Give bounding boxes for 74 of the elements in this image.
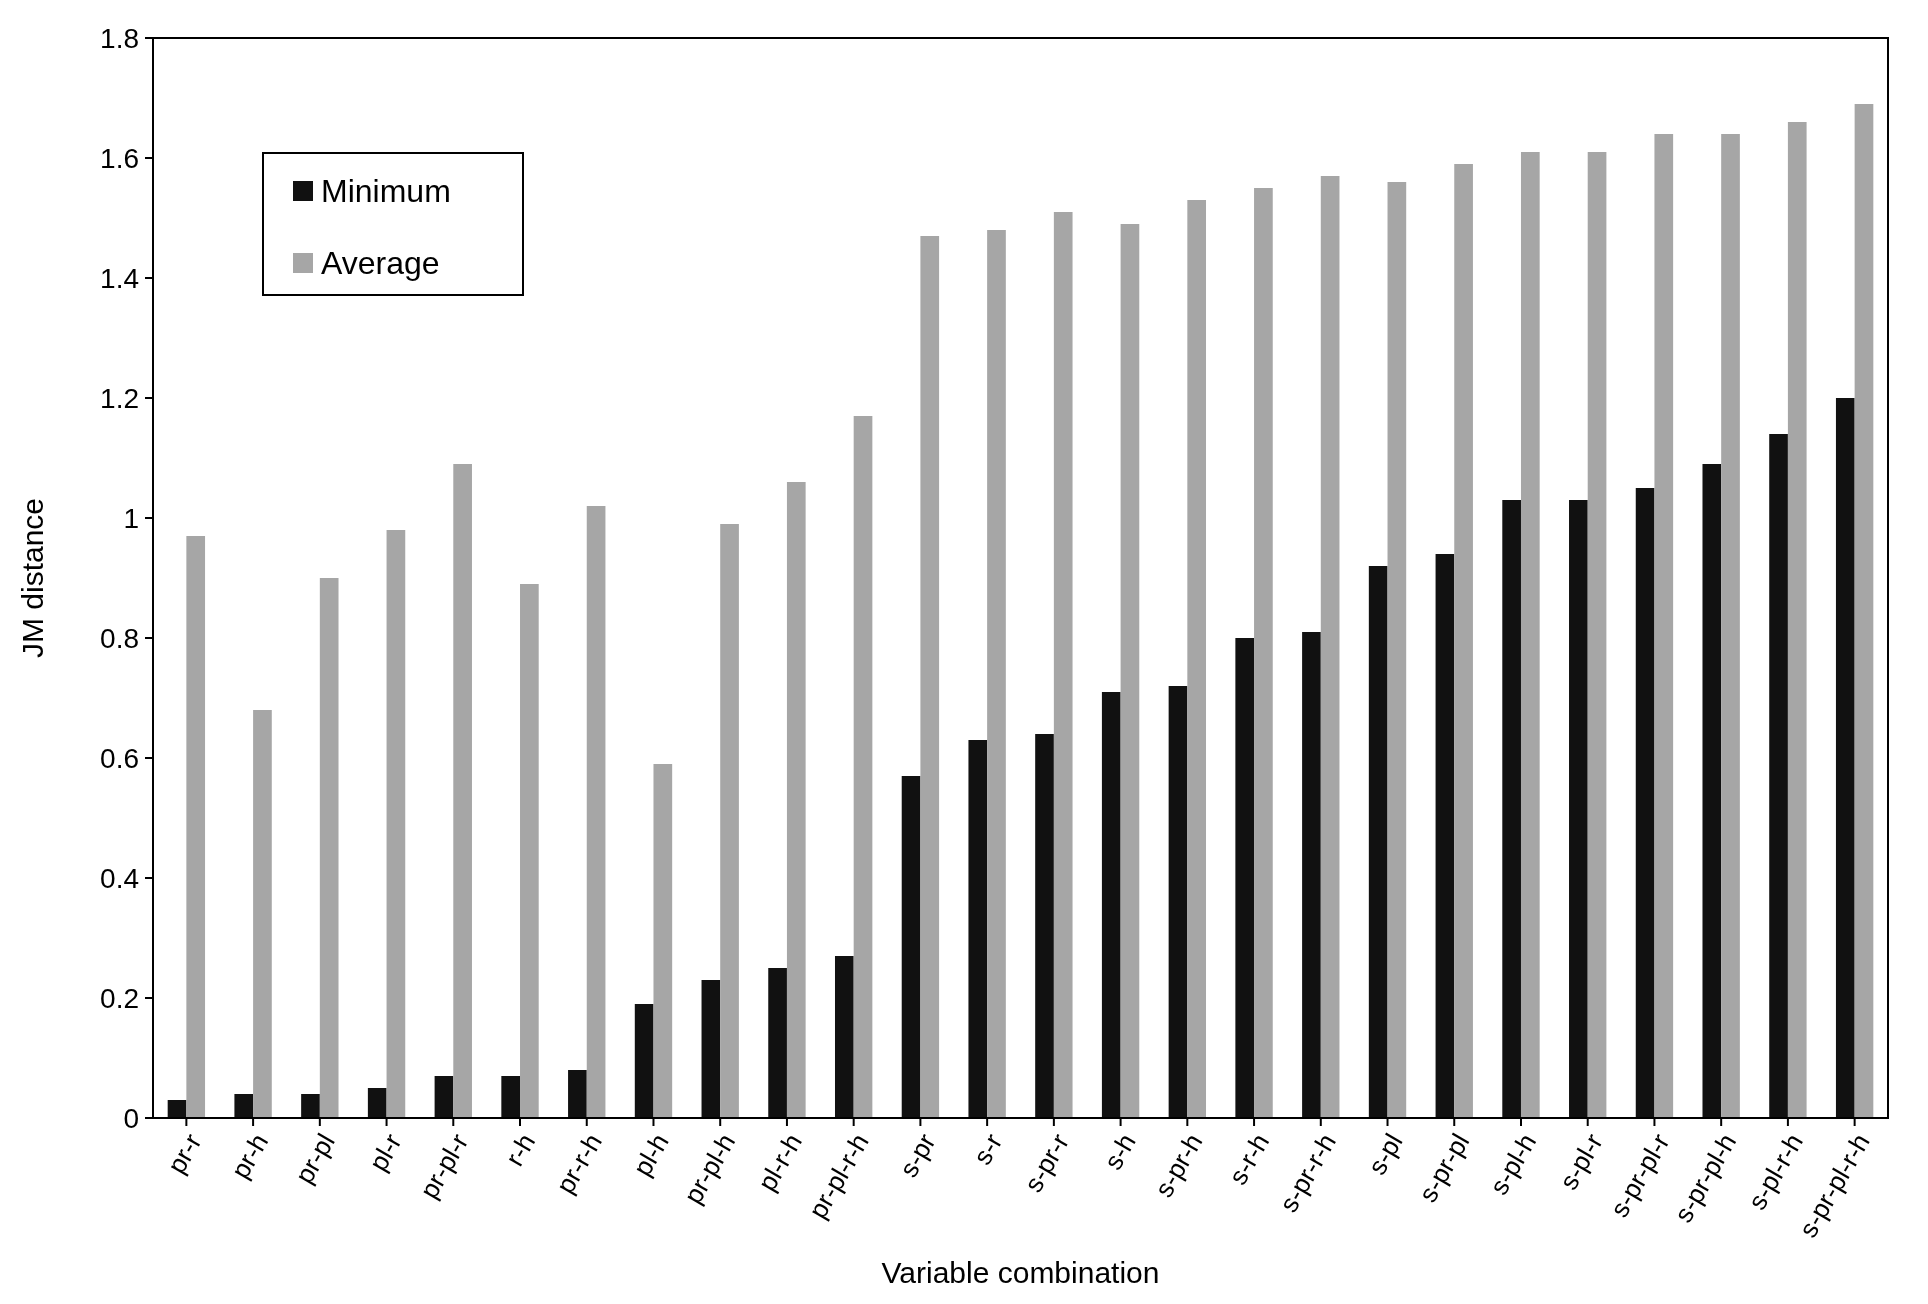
bar — [186, 536, 206, 1118]
bar — [520, 584, 539, 1118]
bar — [920, 236, 940, 1118]
bar — [1120, 224, 1140, 1118]
bar — [1187, 200, 1207, 1118]
bar — [1787, 122, 1807, 1118]
bar — [1587, 152, 1607, 1118]
bar — [453, 464, 472, 1118]
bar — [501, 1076, 521, 1118]
bar — [253, 710, 272, 1118]
y-tick-label: 1 — [123, 502, 139, 534]
bar — [1654, 134, 1674, 1118]
bar — [1035, 734, 1054, 1118]
bar — [1702, 464, 1722, 1118]
bar — [1435, 554, 1455, 1118]
bar — [653, 764, 673, 1118]
x-tick-label: s-pr — [893, 1128, 942, 1183]
y-tick-label: 0 — [123, 1102, 139, 1134]
x-tick-label: pr-r — [161, 1128, 208, 1179]
bar — [586, 506, 606, 1118]
bar — [234, 1094, 254, 1118]
bar — [1635, 488, 1655, 1118]
x-tick-label: pl-r — [362, 1128, 408, 1177]
y-tick-label: 0.8 — [100, 622, 139, 654]
bar — [1053, 212, 1073, 1118]
bar — [1454, 164, 1473, 1118]
bar — [319, 578, 339, 1118]
bar — [386, 530, 406, 1118]
x-tick-label: r-h — [499, 1128, 542, 1172]
bar — [987, 230, 1006, 1118]
bar — [1235, 638, 1255, 1118]
bar — [1769, 434, 1788, 1118]
bar — [1368, 566, 1388, 1118]
bar — [1520, 152, 1540, 1118]
y-tick-label: 0.6 — [100, 742, 139, 774]
bar — [1101, 692, 1121, 1118]
bar — [167, 1100, 187, 1118]
bar — [768, 968, 787, 1118]
y-tick-label: 1.8 — [100, 22, 139, 54]
bar — [634, 1004, 654, 1118]
bar — [367, 1088, 387, 1118]
bar — [1254, 188, 1273, 1118]
bar — [434, 1076, 454, 1118]
y-tick-label: 1.4 — [100, 262, 139, 294]
bar — [701, 980, 721, 1118]
bar — [853, 416, 873, 1118]
x-tick-label: s-h — [1097, 1128, 1142, 1175]
bar — [1835, 398, 1855, 1118]
x-tick-label: s-r — [967, 1128, 1009, 1170]
x-axis-title: Variable combination — [881, 1256, 1160, 1289]
bar — [968, 740, 988, 1118]
bar — [1569, 500, 1588, 1118]
bar — [901, 776, 921, 1118]
y-tick-label: 0.4 — [100, 862, 139, 894]
bar — [834, 956, 854, 1118]
legend-label: Average — [321, 245, 440, 282]
y-tick-label: 0.2 — [100, 982, 139, 1014]
x-tick-label: pl-h — [626, 1128, 675, 1182]
bar — [1387, 182, 1407, 1118]
bar — [1168, 686, 1188, 1118]
bar — [786, 482, 806, 1118]
bar — [568, 1070, 587, 1118]
bar — [1721, 134, 1740, 1118]
y-tick-label: 1.6 — [100, 142, 139, 174]
y-tick-label: 1.2 — [100, 382, 139, 414]
bar — [301, 1094, 320, 1118]
bar — [1854, 104, 1874, 1118]
bar — [720, 524, 739, 1118]
bar — [1502, 500, 1521, 1118]
bar — [1302, 632, 1321, 1118]
bar — [1320, 176, 1340, 1118]
y-axis-title: JM distance — [16, 497, 49, 659]
legend-label: Minimum — [321, 173, 451, 210]
x-tick-label: s-pl — [1361, 1128, 1409, 1180]
